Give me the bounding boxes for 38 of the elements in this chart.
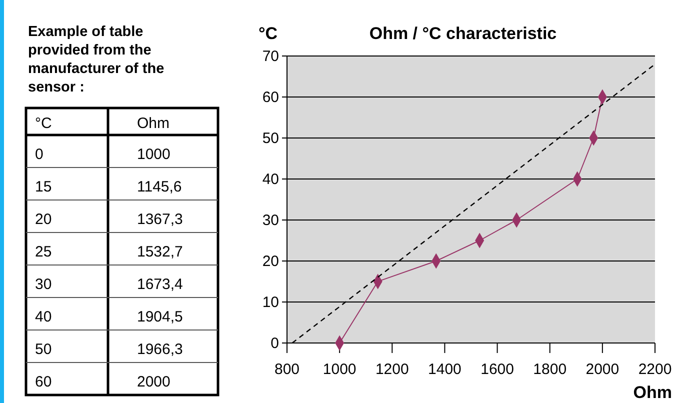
text: 1532,7 (137, 244, 183, 260)
x-tick-label: 1000 (322, 361, 356, 378)
x-axis-title: Ohm (633, 383, 672, 402)
y-tick-label: 50 (262, 130, 279, 147)
x-tick-label: 2000 (586, 361, 620, 378)
text: 60 (35, 374, 52, 390)
x-tick-label: 1400 (428, 361, 462, 378)
text: 20 (35, 211, 52, 228)
y-tick-label: 70 (262, 48, 279, 65)
x-tick-label: 1800 (533, 361, 567, 378)
text: 30 (35, 276, 52, 293)
text: 50 (35, 341, 52, 358)
text: °C (35, 115, 52, 132)
text: 1000 (137, 146, 170, 163)
text: Example of table provided from the manufacturer of the sensor : (28, 24, 164, 96)
text: 15 (35, 178, 52, 196)
chart-title: Ohm / °C characteristic (369, 24, 557, 43)
x-tick-label: 2200 (638, 361, 672, 378)
y-tick-label: 10 (262, 294, 279, 311)
text: 40 (35, 308, 52, 326)
text: Ohm (137, 115, 170, 132)
y-tick-label: 60 (262, 88, 279, 106)
y-axis-title: °C (258, 24, 278, 43)
y-tick-label: 30 (262, 212, 279, 229)
x-tick-label: 1200 (375, 361, 409, 378)
x-tick-label: 800 (274, 361, 300, 378)
y-tick-label: 40 (262, 170, 279, 188)
text: 1673,4 (137, 276, 183, 293)
text: 25 (35, 244, 52, 260)
x-tick-label: 1600 (480, 361, 514, 378)
text: 0 (35, 146, 44, 163)
text: 1367,3 (137, 211, 183, 228)
text: 1145,6 (137, 178, 182, 196)
text: 1966,3 (137, 341, 183, 358)
text: 2000 (137, 374, 170, 390)
y-tick-label: 0 (270, 334, 279, 352)
text: 1904,5 (137, 308, 183, 326)
y-tick-label: 20 (262, 252, 279, 270)
